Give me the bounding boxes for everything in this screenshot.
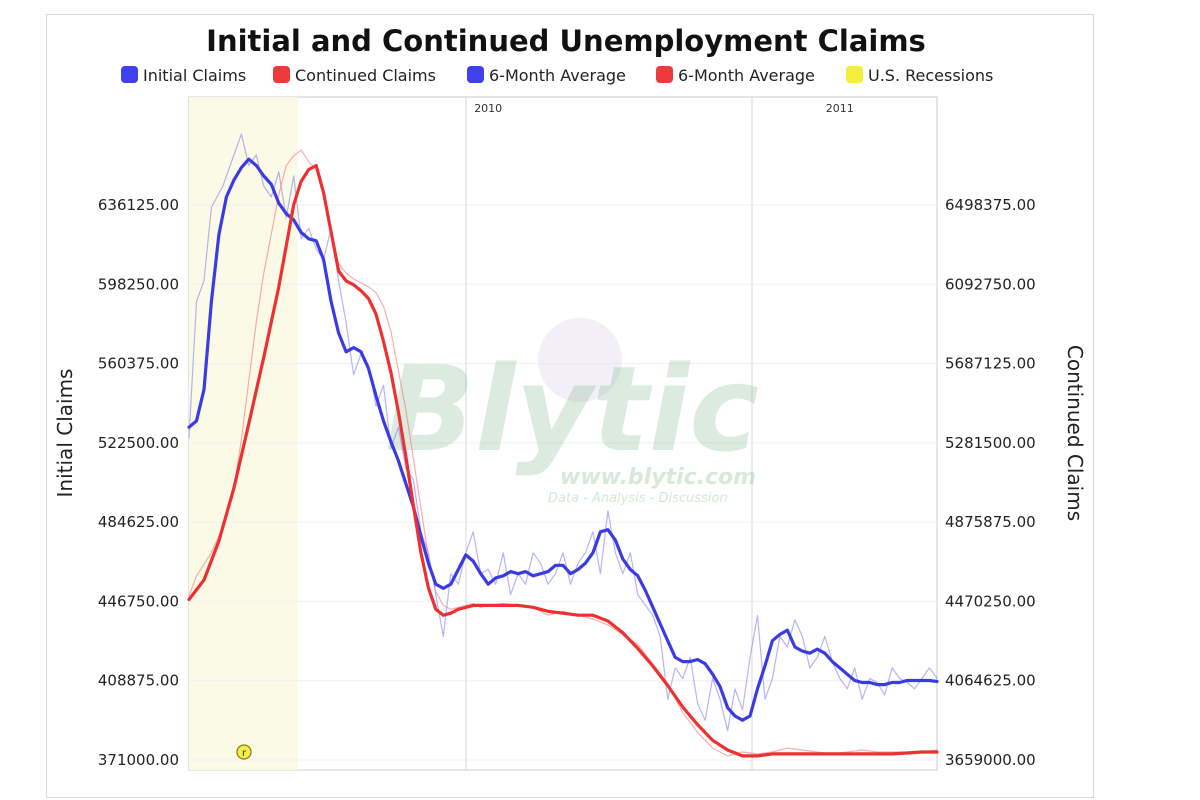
legend-label-us-recessions: U.S. Recessions	[868, 66, 993, 85]
watermark-brand: Blytic	[385, 340, 759, 478]
grid	[189, 204, 937, 761]
legend-swatch-6-month-average-continued	[656, 66, 673, 83]
left-tick-label: 371000.00	[98, 751, 179, 769]
right-tick-label: 6498375.00	[945, 196, 1036, 214]
legend-swatch-continued-claims	[273, 66, 290, 83]
left-axis-ticks: 371000.00 408875.00 446750.00 484625.00 5225…	[98, 196, 179, 769]
continued-claims-line[interactable]	[188, 149, 938, 757]
legend[interactable]: Initial Claims Continued Claims 6-Month …	[121, 66, 993, 85]
left-tick-label: 636125.00	[98, 196, 179, 214]
legend-item-continued-claims[interactable]: Continued Claims	[273, 66, 436, 85]
right-axis-ticks: 3659000.00 4064625.00 4470250.00 4875875.00…	[945, 196, 1036, 769]
watermark-glow	[538, 318, 622, 402]
right-axis-title: Continued Claims	[1063, 345, 1087, 521]
legend-label-continued-claims: Continued Claims	[295, 66, 436, 85]
right-tick-label: 5281500.00	[945, 434, 1036, 452]
legend-swatch-us-recessions	[846, 66, 863, 83]
legend-item-6-month-average-initial[interactable]: 6-Month Average	[467, 66, 626, 85]
legend-item-initial-claims[interactable]: Initial Claims	[121, 66, 246, 85]
watermark-url: www.blytic.com	[560, 465, 756, 490]
year-label-2011: 2011	[826, 102, 854, 115]
legend-item-us-recessions[interactable]: U.S. Recessions	[846, 66, 993, 85]
legend-label-6-month-average-continued: 6-Month Average	[678, 66, 815, 85]
legend-item-6-month-average-continued[interactable]: 6-Month Average	[656, 66, 815, 85]
left-axis-title: Initial Claims	[53, 369, 77, 498]
legend-swatch-6-month-average-initial	[467, 66, 484, 83]
right-tick-label: 3659000.00	[945, 751, 1036, 769]
watermark-tagline: Data - Analysis - Discussion	[548, 491, 728, 506]
recession-marker-label: r	[242, 748, 247, 759]
right-tick-label: 4470250.00	[945, 592, 1036, 610]
year-label-2010: 2010	[474, 102, 502, 115]
left-tick-label: 522500.00	[98, 434, 179, 452]
right-tick-label: 6092750.00	[945, 275, 1036, 293]
plot-area	[188, 96, 938, 771]
right-tick-label: 4064625.00	[945, 672, 1036, 690]
left-tick-label: 598250.00	[98, 275, 179, 293]
initial-claims-6-month-average-line[interactable]	[187, 157, 939, 722]
legend-label-6-month-average-initial: 6-Month Average	[489, 66, 626, 85]
watermark: Blytic www.blytic.com Data - Analysis - …	[385, 318, 759, 506]
legend-swatch-initial-claims	[121, 66, 138, 83]
recession-marker[interactable]: r	[236, 744, 252, 760]
right-tick-label: 4875875.00	[945, 513, 1036, 531]
left-tick-label: 408875.00	[98, 672, 179, 690]
chart-title: Initial and Continued Unemployment Claim…	[206, 24, 926, 58]
left-tick-label: 446750.00	[98, 592, 179, 610]
right-tick-label: 5687125.00	[945, 355, 1036, 373]
left-tick-label: 560375.00	[98, 355, 179, 373]
legend-label-initial-claims: Initial Claims	[143, 66, 246, 85]
left-tick-label: 484625.00	[98, 513, 179, 531]
recession-marker-circle	[236, 744, 252, 760]
year-labels: 2010 2011	[474, 102, 854, 115]
recession-band	[189, 97, 298, 770]
series-layer	[187, 133, 939, 758]
continued-claims-6-month-average-line[interactable]	[187, 164, 939, 758]
